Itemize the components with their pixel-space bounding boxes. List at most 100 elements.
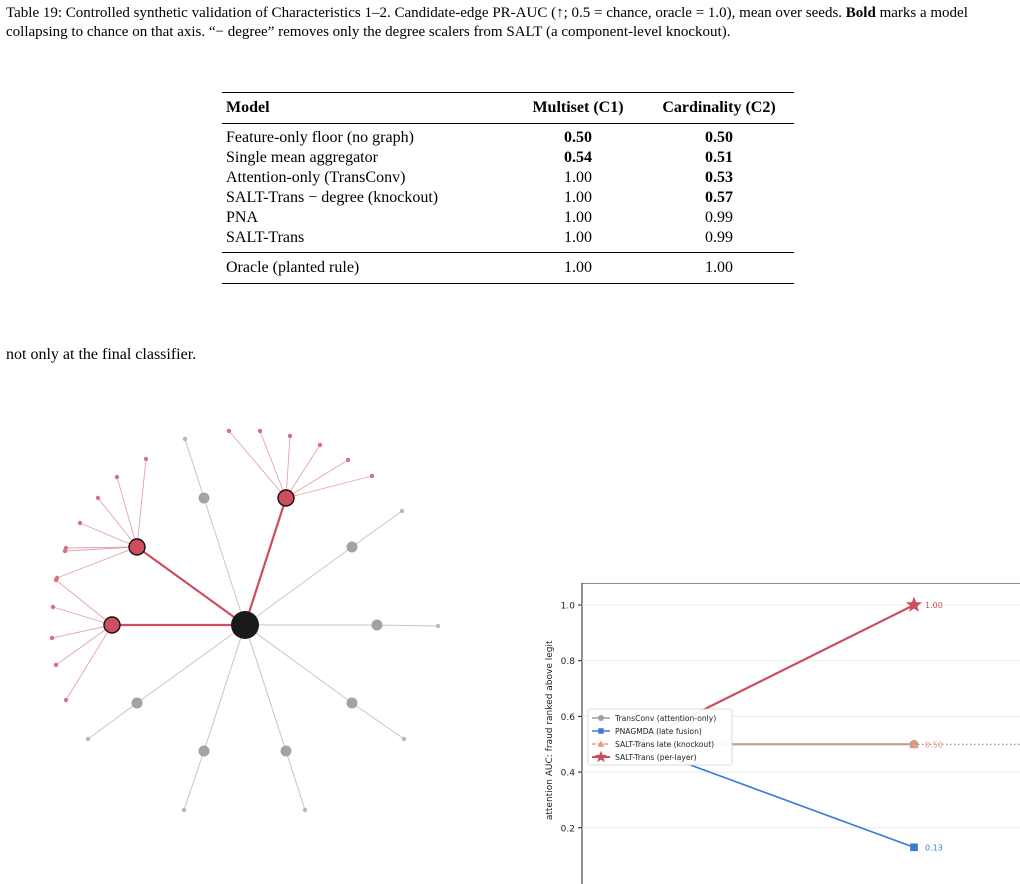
table-header-row: Model Multiset (C1) Cardinality (C2) bbox=[222, 93, 794, 123]
fraud-leaf-edge bbox=[79, 522, 138, 548]
legit-leaf-edge bbox=[351, 510, 403, 548]
y-axis-label: attention AUC: fraud ranked above legit bbox=[545, 640, 555, 820]
fraud-leaf-edge bbox=[285, 475, 373, 499]
legit-node bbox=[198, 745, 210, 757]
legit-leaf-node bbox=[435, 623, 441, 629]
header-cardinality: Cardinality (C2) bbox=[662, 99, 776, 116]
legend-label: TransConv (attention-only) bbox=[614, 714, 716, 723]
oracle-rule bbox=[222, 252, 794, 253]
cell-c1: 1.00 bbox=[564, 209, 592, 226]
legit-leaf-edge bbox=[285, 750, 306, 811]
fraud-leaf-edge bbox=[52, 606, 113, 626]
fraud-graph-figure bbox=[49, 428, 441, 813]
fraud-leaf-node bbox=[49, 635, 55, 641]
oracle-c2: 1.00 bbox=[705, 259, 733, 276]
legit-leaf-node bbox=[302, 807, 308, 813]
fraud-leaf-node bbox=[50, 604, 56, 610]
cell-c1: 1.00 bbox=[564, 169, 592, 186]
caption-text-1: Controlled synthetic validation of Chara… bbox=[62, 5, 846, 21]
fraud-leaf-edge bbox=[97, 497, 138, 548]
hub-node bbox=[231, 611, 259, 639]
table-row: SALT-Trans 1.00 0.99 bbox=[222, 228, 794, 248]
fraud-leaf-node bbox=[226, 428, 232, 434]
fraud-leaf-edge bbox=[65, 624, 113, 701]
data-label: 0.13 bbox=[925, 843, 943, 852]
data-point bbox=[910, 843, 918, 852]
legend-marker bbox=[598, 715, 604, 721]
cell-model: PNA bbox=[226, 209, 259, 226]
fraud-leaf-edge bbox=[136, 458, 147, 548]
legend-marker bbox=[598, 728, 604, 734]
cell-c1: 0.50 bbox=[564, 129, 592, 146]
data-point bbox=[909, 739, 919, 749]
caption-bold-word: Bold bbox=[845, 5, 876, 21]
fraud-leaf-edge bbox=[51, 624, 113, 639]
legit-edge bbox=[203, 624, 246, 752]
fraud-leaf-edge bbox=[228, 430, 287, 499]
fraud-leaf-node bbox=[114, 474, 120, 480]
table-row: Single mean aggregator 0.54 0.51 bbox=[222, 148, 794, 168]
fraud-leaf-node bbox=[63, 697, 69, 703]
fraud-leaf-node bbox=[143, 456, 149, 462]
fraud-leaf-node bbox=[369, 473, 375, 479]
cell-c2: 0.51 bbox=[705, 149, 733, 166]
legit-node bbox=[346, 541, 358, 553]
fraud-node bbox=[128, 538, 146, 556]
header-rule bbox=[222, 123, 794, 124]
legit-edge bbox=[244, 624, 353, 704]
legit-edge bbox=[203, 497, 246, 626]
legit-leaf-node bbox=[85, 736, 91, 742]
fraud-leaf-edge bbox=[259, 430, 287, 499]
cell-c1: 1.00 bbox=[564, 189, 592, 206]
caption-label: Table 19: bbox=[6, 5, 63, 21]
legit-edge bbox=[244, 546, 353, 626]
fraud-node bbox=[103, 616, 121, 634]
cell-c2: 0.53 bbox=[705, 169, 733, 186]
cell-c1: 0.54 bbox=[564, 149, 592, 166]
y-tick-label: 0.6 bbox=[561, 713, 576, 723]
fraud-leaf-edge bbox=[285, 459, 349, 499]
header-model: Model bbox=[226, 99, 270, 116]
cell-c2: 0.50 bbox=[705, 129, 733, 146]
y-tick-label: 1.0 bbox=[561, 602, 576, 612]
y-tick-label: 0.2 bbox=[561, 824, 575, 834]
legit-leaf-node bbox=[182, 436, 188, 442]
y-tick-label: 0.8 bbox=[561, 657, 576, 667]
fraud-leaf-edge bbox=[116, 476, 138, 548]
fraud-leaf-node bbox=[345, 457, 351, 463]
legit-leaf-edge bbox=[87, 702, 138, 740]
attention-auc-chart: 0.2 0.4 0.6 0.8 1.0 attention AUC: fraud rank… bbox=[545, 583, 1020, 884]
top-rule bbox=[222, 92, 794, 93]
oracle-c1: 1.00 bbox=[564, 259, 592, 276]
fraud-leaf-edge bbox=[56, 546, 138, 579]
fraud-leaf-edge bbox=[55, 579, 113, 626]
data-point bbox=[906, 596, 922, 612]
legit-leaf-edge bbox=[183, 750, 205, 811]
cell-model: SALT-Trans − degree (knockout) bbox=[226, 189, 439, 206]
cell-c2: 0.99 bbox=[705, 209, 733, 226]
legend-label: PNAGMDA (late fusion) bbox=[615, 727, 702, 736]
fraud-leaf-node bbox=[53, 577, 59, 583]
legend-marker bbox=[595, 750, 607, 763]
table-caption: Table 19: Controlled synthetic validatio… bbox=[6, 4, 1016, 42]
cell-model: Feature-only floor (no graph) bbox=[226, 129, 414, 146]
legend-label: SALT-Trans (per-layer) bbox=[615, 753, 697, 762]
fraud-leaf-node bbox=[77, 520, 83, 526]
table-row: PNA 1.00 0.99 bbox=[222, 208, 794, 228]
legit-leaf-node bbox=[399, 508, 405, 514]
header-multiset: Multiset (C1) bbox=[532, 99, 624, 116]
data-label: 1.00 bbox=[925, 601, 943, 610]
cell-c2: 0.99 bbox=[705, 229, 733, 246]
body-text: not only at the final classifier. bbox=[6, 346, 197, 363]
cell-model: SALT-Trans bbox=[226, 229, 305, 246]
table-row: Feature-only floor (no graph) 0.50 0.50 bbox=[222, 128, 794, 148]
legit-edge bbox=[244, 624, 287, 752]
legit-node bbox=[346, 697, 358, 709]
legit-leaf-edge bbox=[376, 624, 439, 627]
legit-leaf-edge bbox=[184, 438, 205, 499]
fraud-leaf-edge bbox=[285, 444, 321, 499]
legit-node bbox=[280, 745, 292, 757]
fraud-leaf-node bbox=[95, 495, 101, 501]
fraud-leaf-node bbox=[257, 428, 263, 434]
fraud-leaf-edge bbox=[285, 435, 291, 499]
